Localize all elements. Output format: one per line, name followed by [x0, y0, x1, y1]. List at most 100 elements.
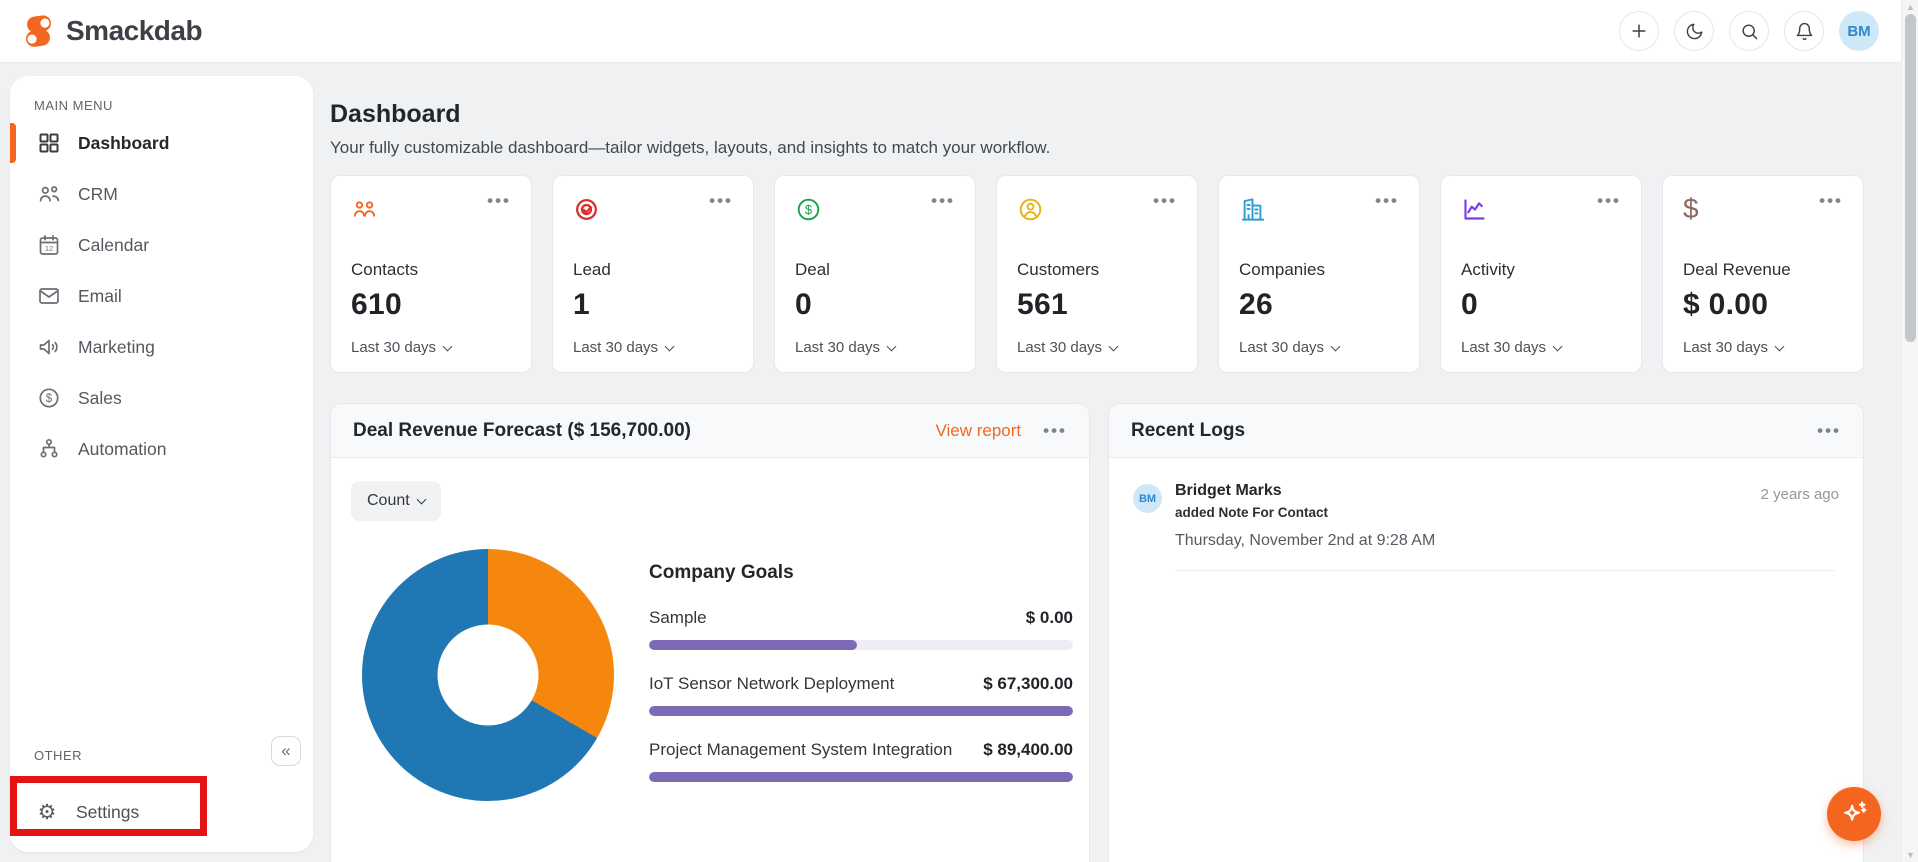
stat-label: Deal	[795, 260, 830, 279]
log-timestamp: Thursday, November 2nd at 9:28 AM	[1175, 532, 1436, 549]
chevron-down-icon	[1774, 341, 1785, 351]
scroll-down-icon[interactable]: ▼	[1906, 850, 1915, 860]
period-label: Last 30 days	[1683, 339, 1769, 356]
more-icon[interactable]: •••	[1375, 191, 1399, 210]
sidebar-item-automation[interactable]: Automation	[10, 427, 313, 471]
dark-mode-button[interactable]	[1674, 11, 1714, 51]
stat-value: 561	[1017, 288, 1068, 321]
stat-card-activity: ••• Activity 0 Last 30 days	[1440, 175, 1642, 373]
sidebar-item-label: Automation	[78, 438, 167, 459]
more-icon[interactable]: •••	[709, 191, 733, 210]
sidebar-item-label: Dashboard	[78, 132, 170, 153]
period-label: Last 30 days	[1017, 339, 1103, 356]
svg-text:$: $	[805, 202, 812, 217]
search-button[interactable]	[1729, 11, 1769, 51]
contacts-group-icon	[351, 196, 378, 223]
goal-name: IoT Sensor Network Deployment	[649, 674, 895, 693]
stat-value: 610	[351, 288, 402, 321]
period-dropdown[interactable]: Last 30 days	[1461, 339, 1621, 356]
log-action: added Note For Contact	[1175, 505, 1329, 520]
topbar-actions: BM	[1619, 11, 1879, 51]
stat-value: 1	[573, 288, 590, 321]
stat-card-lead: ••• Lead 1 Last 30 days	[552, 175, 754, 373]
notifications-button[interactable]	[1784, 11, 1824, 51]
page-subtitle: Your fully customizable dashboard—tailor…	[330, 138, 1051, 157]
sidebar-item-marketing[interactable]: Marketing	[10, 325, 313, 369]
sparkle-icon	[1839, 799, 1869, 829]
sidebar-item-settings[interactable]: ⚙ Settings	[34, 790, 140, 834]
stat-value: 0	[1461, 288, 1478, 321]
deal-dollar-icon: $	[795, 196, 822, 223]
chevron-down-icon	[664, 341, 675, 351]
main-menu: Dashboard CRM 12 Calendar	[10, 121, 313, 471]
active-indicator	[10, 123, 16, 163]
more-icon[interactable]: •••	[487, 191, 511, 210]
sidebar-item-label: Email	[78, 285, 122, 306]
chevron-down-icon	[1330, 341, 1341, 351]
view-report-link[interactable]: View report	[935, 420, 1022, 440]
count-filter-dropdown[interactable]: Count	[351, 481, 441, 521]
sidebar-item-sales[interactable]: $ Sales	[10, 376, 313, 420]
megaphone-icon	[36, 334, 62, 360]
envelope-icon	[36, 283, 62, 309]
brand-logo[interactable]: Smackdab	[22, 14, 203, 48]
stat-label: Contacts	[351, 260, 419, 279]
period-dropdown[interactable]: Last 30 days	[573, 339, 733, 356]
count-filter-label: Count	[367, 492, 410, 509]
more-icon[interactable]: •••	[1819, 191, 1843, 210]
goal-value: $ 67,300.00	[983, 674, 1073, 693]
goal-name: Project Management System Integration	[649, 740, 953, 759]
goal-name: Sample	[649, 608, 707, 627]
widget-title: Deal Revenue Forecast ($ 156,700.00)	[353, 419, 691, 441]
user-avatar[interactable]: BM	[1839, 11, 1879, 51]
company-goals-title: Company Goals	[649, 562, 794, 583]
svg-text:12: 12	[45, 244, 53, 253]
scrollbar-thumb[interactable]	[1905, 14, 1916, 342]
sidebar-collapse-button[interactable]: «	[271, 736, 301, 766]
main-menu-label: MAIN MENU	[34, 98, 113, 113]
stat-label: Lead	[573, 260, 611, 279]
deal-revenue-forecast-widget: Deal Revenue Forecast ($ 156,700.00) Vie…	[330, 403, 1090, 862]
more-icon[interactable]: •••	[1043, 420, 1067, 440]
ai-assistant-fab[interactable]	[1827, 787, 1881, 841]
dollar-circle-icon: $	[36, 385, 62, 411]
log-relative-time: 2 years ago	[1760, 486, 1839, 503]
chevron-down-icon	[886, 341, 897, 351]
goal-row-sample: Sample $ 0.00	[649, 608, 1073, 650]
goal-progress-track	[649, 706, 1073, 716]
goal-value: $ 0.00	[1025, 608, 1073, 627]
main-content: Dashboard Your fully customizable dashbo…	[330, 76, 1880, 862]
log-entry[interactable]: BM Bridget Marks added Note For Contact …	[1109, 458, 1863, 571]
divider	[1175, 570, 1835, 571]
sidebar: MAIN MENU Dashboard CRM	[10, 76, 313, 852]
sidebar-item-calendar[interactable]: 12 Calendar	[10, 223, 313, 267]
sidebar-item-dashboard[interactable]: Dashboard	[10, 121, 313, 165]
more-icon[interactable]: •••	[931, 191, 955, 210]
period-dropdown[interactable]: Last 30 days	[795, 339, 955, 356]
chevron-down-icon	[1552, 341, 1563, 351]
more-icon[interactable]: •••	[1597, 191, 1621, 210]
stat-card-customers: ••• Customers 561 Last 30 days	[996, 175, 1198, 373]
avatar: BM	[1133, 484, 1162, 513]
period-label: Last 30 days	[1239, 339, 1325, 356]
scroll-up-icon[interactable]: ▲	[1906, 2, 1915, 12]
page-scrollbar[interactable]: ▲ ▼	[1901, 0, 1918, 862]
period-dropdown[interactable]: Last 30 days	[1017, 339, 1177, 356]
period-label: Last 30 days	[573, 339, 659, 356]
sidebar-item-email[interactable]: Email	[10, 274, 313, 318]
stat-card-deal: $ ••• Deal 0 Last 30 days	[774, 175, 976, 373]
calendar-icon: 12	[36, 232, 62, 258]
period-dropdown[interactable]: Last 30 days	[1239, 339, 1399, 356]
stat-label: Customers	[1017, 260, 1100, 279]
period-dropdown[interactable]: Last 30 days	[1683, 339, 1843, 356]
stat-value: 0	[795, 288, 812, 321]
revenue-dollar-icon: $	[1683, 193, 1699, 224]
period-dropdown[interactable]: Last 30 days	[351, 339, 511, 356]
more-icon[interactable]: •••	[1153, 191, 1177, 210]
sidebar-item-crm[interactable]: CRM	[10, 172, 313, 216]
company-goals: Company Goals Sample $ 0.00 IoT Sensor N…	[649, 562, 1073, 782]
more-icon[interactable]: •••	[1817, 420, 1841, 440]
add-button[interactable]	[1619, 11, 1659, 51]
sidebar-item-label: CRM	[78, 183, 118, 204]
sidebar-item-label: Calendar	[78, 234, 150, 255]
